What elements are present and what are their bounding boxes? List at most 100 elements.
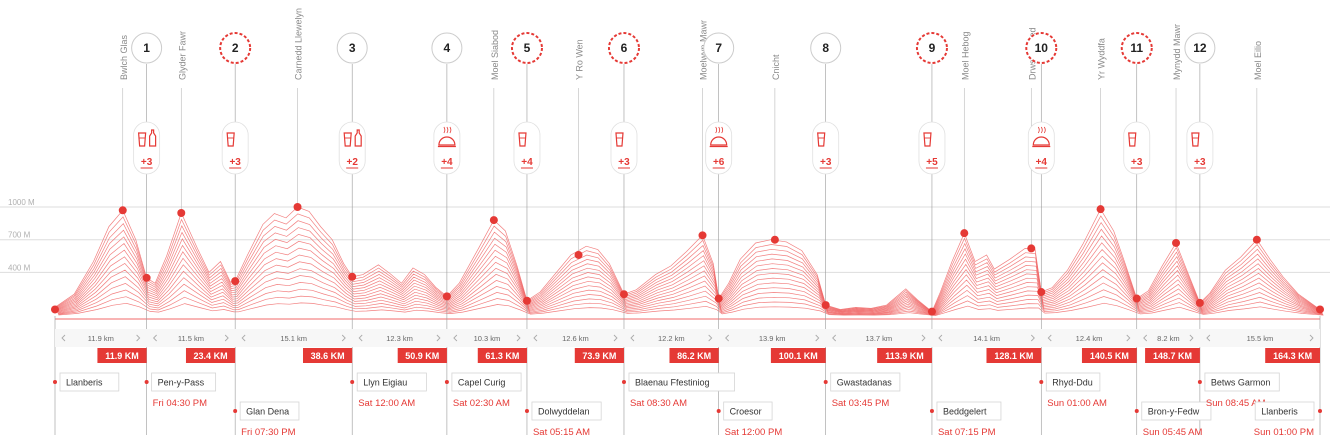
checkpoint-number-badge[interactable] <box>1120 32 1153 64</box>
dish-steam <box>1037 126 1046 134</box>
aid-icons <box>343 129 362 147</box>
cumulative-km-badge <box>302 348 353 363</box>
points-value: +4 <box>441 157 453 168</box>
place-label: Llanberis <box>53 372 120 392</box>
checkpoint-dot <box>1132 294 1141 303</box>
checkpoint-number-badge[interactable] <box>607 32 640 64</box>
cup-icon <box>923 132 932 147</box>
checkpoint-number: 2 <box>232 41 239 55</box>
place-label: Croesor Sat 12:00 PM <box>716 401 782 438</box>
aid-icons <box>615 131 635 147</box>
peak-name: Moel Eilio <box>1253 41 1263 80</box>
segment-arrow-left-icon <box>725 334 730 342</box>
segment-arrow-right-icon <box>341 334 346 342</box>
checkpoint-dot <box>714 294 723 303</box>
segment-arrow-left-icon <box>358 334 363 342</box>
points-value: +3 <box>820 157 832 168</box>
ridge-line <box>55 234 1322 314</box>
checkpoint-number-badge[interactable] <box>915 32 948 64</box>
ridge-line <box>56 240 1322 314</box>
place-dot <box>929 409 934 413</box>
checkpoint-number: 6 <box>621 41 628 55</box>
checkpoint-number-badge[interactable] <box>810 32 842 64</box>
dish-steam <box>443 126 452 134</box>
segment-arrow-left-icon <box>453 334 458 342</box>
points-value: +2 <box>346 157 358 168</box>
place-dot <box>524 409 529 413</box>
segment: 11.5 km 23.4 KM <box>152 334 236 363</box>
peak-name: Bwlch Glas <box>119 34 129 80</box>
cup-body <box>615 132 624 147</box>
cumulative-km: 61.3 KM <box>485 351 519 361</box>
place-name: Betws Garmon <box>1211 378 1271 388</box>
checkpoint-finish <box>1316 305 1324 314</box>
eta-time: Sun 01:00 AM <box>1047 398 1107 409</box>
peak-dot <box>770 235 779 244</box>
checkpoint-dot <box>821 301 830 310</box>
checkpoint-number-badge[interactable] <box>336 32 368 64</box>
place-name: Capel Curig <box>458 378 506 388</box>
segment-arrow-left-icon <box>241 334 246 342</box>
place-box <box>936 401 1002 421</box>
place-box <box>628 372 735 392</box>
place-dot <box>1134 409 1139 413</box>
checkpoint-number-badge[interactable] <box>510 32 543 64</box>
checkpoint-number-badge[interactable] <box>1184 32 1216 64</box>
segment-arrow-left-icon <box>832 334 837 342</box>
segment-distance: 12.4 km <box>1076 334 1103 343</box>
checkpoint-number-badge[interactable] <box>1025 32 1058 64</box>
cumulative-km: 50.9 KM <box>405 351 439 361</box>
place-box <box>1254 401 1315 421</box>
aid-icons <box>1128 131 1148 147</box>
checkpoint-number-badge[interactable] <box>703 32 735 64</box>
checkpoint-dot <box>1037 288 1046 297</box>
place-box <box>239 401 300 421</box>
checkpoint-number: 10 <box>1035 41 1049 55</box>
bottle-icon <box>354 129 362 147</box>
segment: 12.2 km 86.2 KM <box>630 334 719 363</box>
checkpoint-dot <box>231 277 240 286</box>
place-label: Pen-y-Pass Fri 04:30 PM <box>144 372 217 409</box>
segment-distance: 13.9 km <box>759 334 786 343</box>
peak-dot <box>574 250 583 259</box>
bottle-icon <box>149 129 157 147</box>
ridge-line <box>57 282 1323 316</box>
checkpoint-number-badge[interactable] <box>131 32 163 64</box>
segment-distance: 10.3 km <box>474 334 501 343</box>
segment-distance: 11.5 km <box>178 334 204 343</box>
checkpoint-number-badge[interactable] <box>219 32 252 64</box>
aid-station-pill <box>513 121 541 175</box>
place-dot <box>621 380 626 384</box>
checkpoint-number: 9 <box>929 41 936 55</box>
segment: 13.7 km 113.9 KM <box>832 334 932 363</box>
points-value: +3 <box>229 157 241 168</box>
checkpoint-dot <box>1316 305 1324 314</box>
segment-arrow-right-icon <box>921 334 926 342</box>
points-value: +3 <box>141 157 153 168</box>
place-name: Gwastadanas <box>837 378 893 388</box>
segment-arrow-left-icon <box>61 334 66 342</box>
eta-time: Sun 05:45 AM <box>1143 427 1203 438</box>
aid-station-pill <box>918 121 946 175</box>
cup-body <box>1128 132 1137 147</box>
place-dot <box>1197 380 1202 384</box>
checkpoint-number-badge[interactable] <box>431 32 463 64</box>
aid-station-pill <box>812 121 840 175</box>
eta-time: Fri 07:30 PM <box>241 427 295 438</box>
place-label: Betws Garmon Sun 08:45 AM <box>1197 372 1280 409</box>
cumulative-km-badge <box>1265 348 1320 363</box>
dish-icon <box>437 126 456 148</box>
checkpoint-dot <box>619 290 628 299</box>
segment-distance: 8.2 km <box>1157 334 1180 343</box>
peak-name: Mynydd Mawr <box>1172 24 1182 80</box>
cumulative-km-badge <box>185 348 236 363</box>
place-box <box>356 372 427 392</box>
eta-time: Sat 07:15 PM <box>938 427 996 438</box>
cup-body <box>518 132 527 147</box>
place-name: Bron-y-Fedw <box>1148 407 1200 417</box>
ridge-line <box>58 302 1324 316</box>
segment-arrow-right-icon <box>1189 334 1194 342</box>
cup-icon <box>817 132 826 147</box>
segment: 12.3 km 50.9 KM <box>358 334 447 363</box>
